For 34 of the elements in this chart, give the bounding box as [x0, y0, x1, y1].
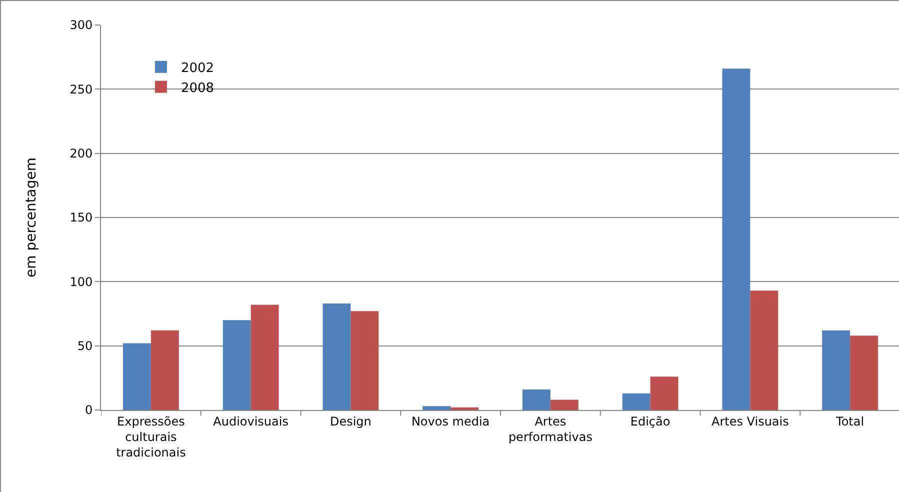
- x-tick-label: Expressões culturais tradicionais: [116, 414, 186, 460]
- bar: [222, 320, 251, 410]
- x-tick-label: Edição: [630, 414, 670, 428]
- y-axis-title: em percentagem: [23, 157, 40, 278]
- legend-label: 2008: [180, 80, 214, 96]
- y-tick-label: 100: [70, 274, 93, 289]
- bar: [622, 393, 650, 410]
- x-tick-label: Artes Visuais: [712, 414, 789, 428]
- bar: [722, 68, 750, 410]
- x-tick-label: Artes performativas: [508, 414, 592, 444]
- bar: [750, 290, 778, 410]
- bar: [150, 330, 179, 410]
- x-tick-label: Total: [835, 414, 864, 428]
- y-tick-label: 300: [70, 18, 93, 32]
- bar: [450, 407, 479, 410]
- bar: [522, 389, 550, 410]
- x-tick-label: Design: [330, 414, 372, 428]
- bar: [322, 303, 351, 410]
- bar: [650, 376, 678, 410]
- bar: [250, 304, 279, 410]
- bar: [850, 336, 878, 410]
- y-tick-label: 0: [84, 403, 93, 418]
- bar: [350, 311, 379, 410]
- legend-label: 2002: [180, 60, 214, 76]
- y-tick-label: 50: [77, 339, 93, 354]
- bar: [550, 400, 578, 410]
- bar: [122, 343, 151, 410]
- y-tick-label: 150: [70, 210, 93, 225]
- x-tick-label: Audiovisuais: [213, 414, 288, 428]
- bar: [822, 330, 850, 410]
- x-tick-label: Novos media: [411, 414, 490, 428]
- y-tick-label: 250: [70, 82, 93, 96]
- y-tick-label: 200: [70, 146, 93, 161]
- bar: [422, 406, 451, 410]
